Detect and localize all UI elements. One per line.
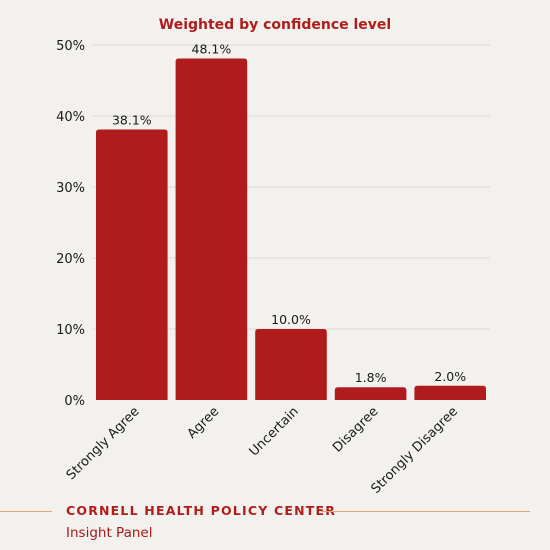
y-tick-label: 40%	[56, 110, 85, 125]
y-tick-label: 30%	[56, 181, 85, 196]
category-label: Uncertain	[247, 404, 302, 459]
category-label: Agree	[185, 404, 223, 442]
bar	[335, 387, 407, 400]
data-label: 48.1%	[192, 41, 232, 56]
category-label: Disagree	[330, 404, 381, 455]
bar	[255, 329, 327, 400]
x-axis-categories: Strongly Agree Agree Uncertain DisagreeStro…	[64, 404, 461, 497]
data-label: 38.1%	[112, 112, 152, 127]
category-label: Strongly Disagree	[368, 404, 461, 497]
footer-organization: CORNELL HEALTH POLICY CENTER	[66, 503, 336, 518]
data-label: 10.0%	[271, 312, 311, 327]
y-tick-label: 50%	[56, 39, 85, 54]
bar	[176, 58, 248, 400]
footer-rule-left	[0, 511, 52, 512]
data-label: 1.8%	[355, 370, 387, 385]
chart-title: Weighted by confidence level	[159, 17, 391, 33]
y-tick-label: 0%	[64, 394, 85, 409]
y-axis-ticks: 0% 10% 20% 30% 40% 50%	[56, 39, 85, 409]
footer-subtitle: Insight Panel	[66, 525, 152, 541]
footer-rule-right	[321, 511, 530, 512]
y-tick-label: 10%	[56, 323, 85, 338]
bars	[96, 58, 486, 400]
bar	[414, 386, 486, 400]
data-label: 2.0%	[434, 369, 466, 384]
bar	[96, 129, 168, 400]
category-label: Strongly Agree	[64, 404, 143, 483]
y-tick-label: 20%	[56, 252, 85, 267]
